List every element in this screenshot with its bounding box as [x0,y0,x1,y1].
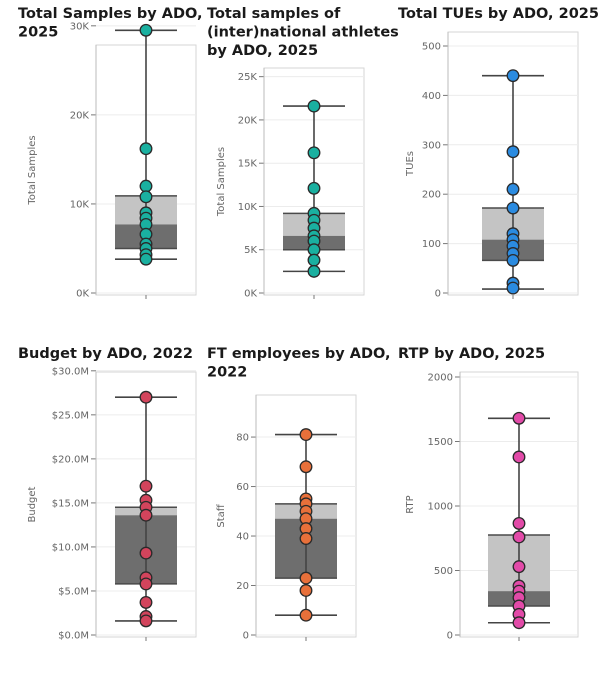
y-tick-label: 80 [236,433,249,444]
data-point [139,479,153,493]
chart-title-line: Total TUEs by ADO, 2025 [398,6,599,22]
y-tick-label: 20 [236,581,249,592]
chart-panel-1: Total Samples by ADO, 20250K10K20K30KTota… [18,6,203,300]
data-point [299,571,313,585]
y-tick-label: 40 [236,532,249,543]
y-tick-label: 25K [238,72,258,83]
data-point [307,253,321,267]
data-point [512,616,526,630]
y-tick-label: 0 [243,631,249,642]
y-axis-label: TUEs [405,151,416,177]
y-axis-label: RTP [405,495,416,513]
chart-title-line: RTP by ADO, 2025 [398,346,545,362]
chart-panel-5: FT employees by ADO, 2022 0 20 40 60 80 Staff [207,346,391,642]
data-point [307,99,321,113]
chart-title: RTP by ADO, 2025 [398,346,545,362]
y-tick-label: 60 [236,482,249,493]
data-point [139,577,153,591]
chart-title-line: Total samples of [207,6,341,22]
data-point [506,145,520,159]
y-tick-label: 1000 [428,502,453,513]
data-point [512,411,526,425]
y-tick-label: $20.0M [52,454,89,465]
chart-title-line: 2022 [207,365,247,381]
y-tick-label: 500 [434,566,453,577]
y-tick-label: 0K [76,289,89,300]
y-axis-label: Total Samples [27,135,38,205]
data-point [139,390,153,404]
y-tick-label: 500 [422,42,441,53]
data-point [299,460,313,474]
y-tick-label: $30.0M [52,366,89,377]
data-point [512,560,526,574]
chart-panel-3: Total TUEs by ADO, 2025 0 100 200 300 400 500 T… [398,6,599,300]
chart-title: Total Samples by ADO, 2025 [18,6,203,41]
chart-title-line: by ADO, 2025 [207,43,318,59]
y-tick-label: 0 [447,631,453,642]
data-point [139,595,153,609]
data-point [299,584,313,597]
data-point [512,516,526,530]
data-point [139,252,153,266]
data-point [139,23,153,37]
data-point [299,532,313,545]
data-point [512,450,526,464]
y-tick-label: 10K [70,199,90,210]
chart-title-line: (inter)national athletes [207,25,399,41]
data-point [307,264,321,278]
chart-title: Total samples of (inter)national athletes… [207,6,399,59]
y-tick-label: 300 [422,140,441,151]
data-point [299,428,313,442]
data-point [139,614,153,628]
y-tick-label: 30K [70,21,90,32]
y-tick-label: 0 [435,289,441,300]
y-tick-label: 15K [238,159,258,170]
y-tick-label: $5.0M [58,586,89,597]
chart-title-line: Total Samples by ADO, [18,6,203,22]
chart-panel-4: Budget by ADO, 2022 $0.0M $5.0M $10.0M $15.0… [18,346,197,642]
y-tick-label: 5K [244,245,257,256]
data-point [139,142,153,156]
y-axis-label: Budget [27,486,38,522]
y-tick-label: $25.0M [52,410,89,421]
y-tick-label: 200 [422,190,441,201]
y-tick-label: 0K [244,289,257,300]
data-point [512,530,526,544]
chart-title: Total TUEs by ADO, 2025 [398,6,599,22]
chart-title-line: Budget by ADO, 2022 [18,346,193,362]
y-tick-label: $10.0M [52,542,89,553]
data-point [139,508,153,522]
chart-panel-6: RTP by ADO, 2025 0 500 1000 1500 2000 RTP [398,346,579,642]
chart-title: Budget by ADO, 2022 [18,346,193,362]
y-tick-label: $15.0M [52,498,89,509]
y-tick-label: 2000 [428,373,453,384]
chart-title-line: 2025 [18,25,58,41]
data-point [307,146,321,160]
y-tick-label: 1500 [428,437,453,448]
data-point [506,253,520,267]
chart-title-line: FT employees by ADO, [207,346,391,362]
data-point [506,69,520,83]
y-tick-label: 400 [422,91,441,102]
data-point [307,181,321,195]
y-tick-label: 100 [422,239,441,250]
data-point [139,179,153,193]
data-point [299,608,313,622]
y-axis-label: Total Samples [216,147,227,217]
data-point [139,190,153,204]
chart-title: FT employees by ADO, 2022 [207,346,391,381]
y-tick-label: $0.0M [58,631,89,642]
y-tick-label: 20K [70,110,90,121]
data-point [506,201,520,215]
chart-panel-2: Total samples of (inter)national athletes… [207,6,399,300]
y-tick-label: 20K [238,115,258,126]
y-tick-label: 10K [238,202,258,213]
data-point [506,281,520,295]
data-point [139,546,153,560]
y-axis-label: Staff [216,503,227,527]
data-point [506,182,520,196]
